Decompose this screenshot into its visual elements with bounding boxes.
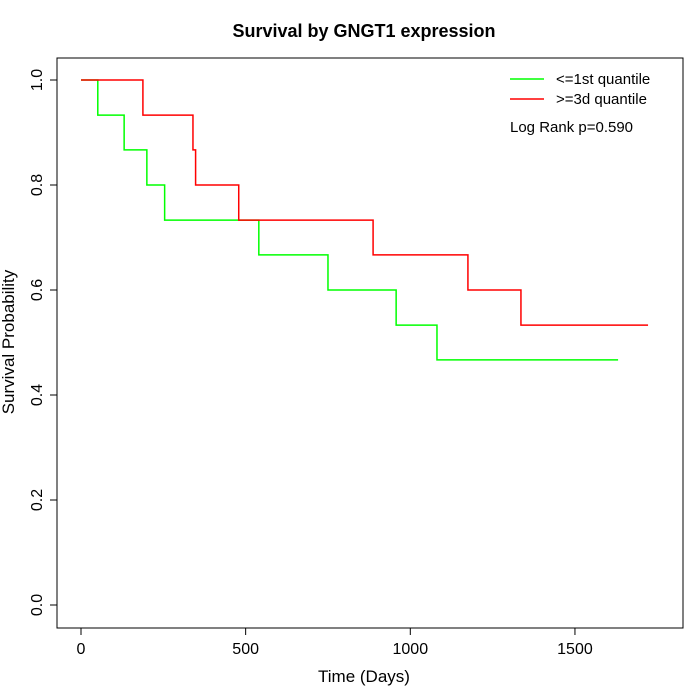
survival-curve-low <box>81 79 619 361</box>
chart-title: Survival by GNGT1 expression <box>232 21 495 41</box>
y-tick-label: 0.2 <box>29 489 46 511</box>
x-axis-label: Time (Days) <box>318 667 410 686</box>
plot-frame <box>56 57 684 629</box>
legend-label: >=3d quantile <box>556 91 647 108</box>
survival-curve-high <box>81 79 649 326</box>
y-axis-label: Survival Probability <box>0 269 18 414</box>
x-tick-label: 1000 <box>393 641 429 658</box>
y-tick-label: 0.6 <box>29 279 46 301</box>
y-tick-label: 0.8 <box>29 174 46 196</box>
y-tick-label: 1.0 <box>29 69 46 91</box>
x-tick-label: 1500 <box>557 641 593 658</box>
legend-label: <=1st quantile <box>556 71 650 88</box>
x-tick-label: 0 <box>77 641 86 658</box>
log-rank-annotation: Log Rank p=0.590 <box>510 119 633 136</box>
y-tick-label: 0.0 <box>29 594 46 616</box>
y-tick-label: 0.4 <box>29 384 46 406</box>
x-tick-label: 500 <box>232 641 259 658</box>
